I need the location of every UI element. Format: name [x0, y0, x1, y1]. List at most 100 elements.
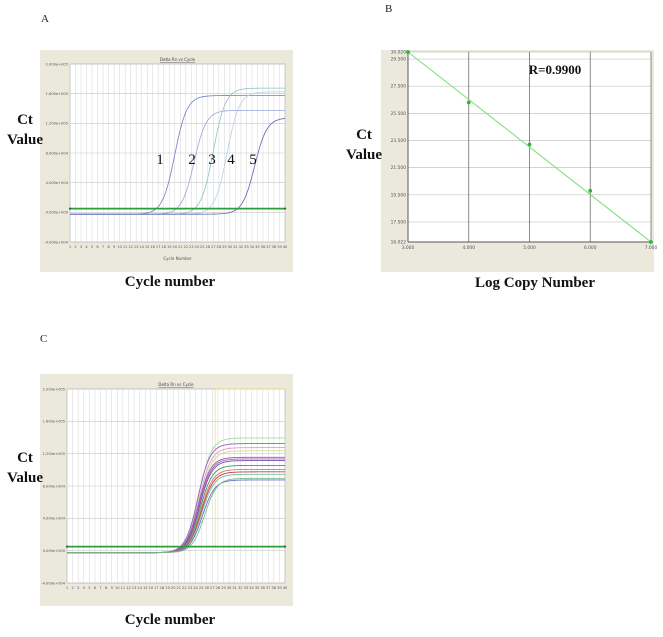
x-tick-label: 32: [239, 245, 244, 249]
yellow-trace: [214, 388, 285, 551]
y-tick-label: 4.000e+004: [46, 181, 69, 185]
x-tick-label: 8: [105, 586, 108, 590]
x-tick-label: 26: [206, 245, 211, 249]
panel-c-ylabel: Ct Value: [0, 448, 50, 488]
x-tick-label: 8: [107, 245, 110, 249]
x-tick-label: 2: [71, 586, 73, 590]
x-tick-label: 1: [69, 245, 71, 249]
x-tick-label: 34: [250, 245, 255, 249]
x-tick-label: 19: [167, 245, 172, 249]
curve-label: 3: [208, 152, 216, 168]
x-tick-label: 14: [139, 245, 144, 249]
x-tick-label: 16: [150, 245, 155, 249]
x-tick-label: 38: [272, 586, 277, 590]
x-tick-label: 2: [74, 245, 76, 249]
curve-label: 5: [249, 152, 257, 168]
x-tick-label: 27: [211, 245, 216, 249]
x-tick-label: 21: [177, 586, 182, 590]
x-tick-label: 3: [77, 586, 79, 590]
x-tick-label: 12: [128, 245, 133, 249]
x-tick-label: 30: [228, 245, 233, 249]
y-tick-label: 17.500: [391, 219, 407, 225]
chart-title: Delta Rn vs Cycle: [158, 382, 194, 387]
panel-a-ylabel: Ct Value: [0, 110, 50, 150]
y-tick-label: 25.500: [391, 111, 407, 117]
x-tick-label: 34: [249, 586, 254, 590]
panel-c-letter: C: [40, 333, 48, 345]
curve-label: 4: [227, 152, 235, 168]
data-point: [466, 100, 471, 105]
y-tick-label: 1.200e+005: [46, 122, 68, 126]
panel-b-xlabel: Log Copy Number: [474, 275, 595, 291]
x-tick-label: 4.000: [462, 245, 475, 251]
data-point: [406, 50, 410, 54]
panel-a-letter: A: [41, 13, 49, 25]
x-tick-label: 10: [117, 245, 122, 249]
x-tick-label: 31: [233, 245, 238, 249]
x-tick-label: 5.000: [523, 245, 536, 251]
x-tick-label: 16: [149, 586, 154, 590]
x-tick-label: 3: [80, 245, 82, 249]
y-tick-label: 1.600e+005: [43, 420, 65, 424]
x-tick-label: 35: [255, 586, 260, 590]
x-tick-label: 1: [66, 586, 68, 590]
y-tick-label: -4.000e+004: [41, 581, 65, 585]
chart-title: Delta Rn vs Cycle: [160, 57, 196, 62]
panel-a-ylabel-line1: Ct: [17, 112, 33, 128]
amplification-curve: [67, 477, 285, 554]
panel-c-xlabel: Cycle number: [124, 612, 216, 628]
x-tick-label: 37: [266, 586, 271, 590]
x-tick-label: 37: [266, 245, 271, 249]
x-tick-label: 26: [204, 586, 209, 590]
chart-xlabel: Cycle Number: [163, 256, 192, 261]
x-tick-label: 32: [238, 586, 243, 590]
x-tick-label: 7: [102, 245, 104, 249]
data-point: [527, 142, 532, 147]
x-tick-label: 28: [216, 586, 221, 590]
x-tick-label: 27: [210, 586, 215, 590]
x-tick-label: 22: [183, 245, 188, 249]
panel-a-ylabel-line2: Value: [6, 132, 44, 148]
y-tick-label: 1.200e+005: [43, 452, 65, 456]
x-tick-label: 25: [199, 586, 204, 590]
x-tick-label: 3.000: [402, 245, 415, 251]
panel-b-ylabel: Ct Value: [339, 125, 389, 165]
data-point: [588, 188, 593, 193]
y-tick-label: 4.000e+004: [43, 517, 66, 521]
x-tick-label: 5: [91, 245, 93, 249]
y-tick-label: 8.000e+004: [46, 151, 69, 155]
x-tick-label: 9: [111, 586, 114, 590]
x-tick-label: 14: [137, 586, 142, 590]
x-tick-label: 11: [121, 586, 126, 590]
x-tick-label: 24: [193, 586, 198, 590]
x-tick-label: 10: [115, 586, 120, 590]
y-tick-label: 0.000e+000: [43, 549, 66, 553]
x-tick-label: 36: [260, 586, 265, 590]
x-tick-label: 30: [227, 586, 232, 590]
curve-label: 1: [156, 152, 164, 168]
x-tick-label: 21: [178, 245, 183, 249]
y-tick-label: 16.022: [391, 240, 407, 246]
panel-b-letter: B: [385, 3, 393, 15]
x-tick-label: 13: [132, 586, 137, 590]
x-tick-label: 39: [277, 245, 282, 249]
x-tick-label: 31: [232, 586, 237, 590]
y-tick-label: 21.500: [391, 165, 407, 171]
amplification-curve: [70, 118, 286, 215]
x-tick-label: 15: [143, 586, 148, 590]
x-tick-label: 7: [99, 586, 101, 590]
y-tick-label: 30.020: [391, 50, 407, 56]
x-tick-label: 33: [244, 586, 249, 590]
y-tick-label: 19.500: [391, 192, 407, 198]
y-tick-label: 2.000e+005: [46, 62, 68, 66]
x-tick-label: 15: [145, 245, 150, 249]
x-tick-label: 11: [123, 245, 128, 249]
y-tick-label: 29.500: [391, 57, 407, 63]
x-tick-label: 23: [188, 586, 193, 590]
y-tick-label: 2.000e+005: [43, 387, 65, 391]
x-tick-label: 5: [88, 586, 90, 590]
x-tick-label: 18: [160, 586, 165, 590]
y-tick-label: 23.500: [391, 138, 407, 144]
